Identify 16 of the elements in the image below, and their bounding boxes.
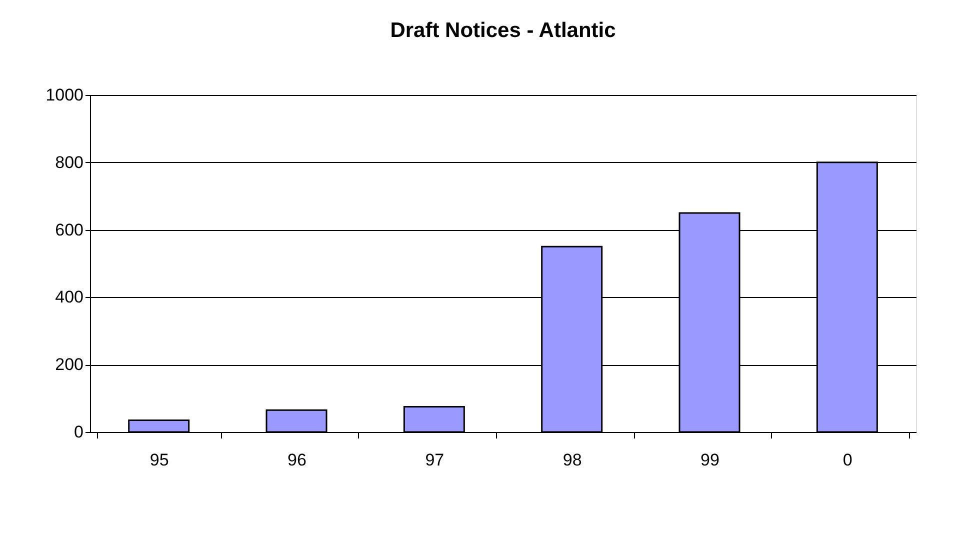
y-tick-label: 200 <box>55 355 84 374</box>
y-tick-label: 400 <box>55 288 84 307</box>
bar <box>128 419 190 433</box>
chart-title: Draft Notices - Atlantic <box>390 19 616 42</box>
x-tick-label: 99 <box>700 450 720 470</box>
x-tick-label: 98 <box>562 450 582 470</box>
y-tick-label: 600 <box>55 220 84 240</box>
y-tick-label: 800 <box>55 152 84 172</box>
bar <box>403 406 465 433</box>
x-tick-label: 96 <box>288 450 306 470</box>
x-tick-label: 0 <box>842 450 852 470</box>
y-tick-label: 0 <box>74 422 84 442</box>
x-tick-label: 95 <box>150 450 169 470</box>
bar <box>266 409 328 433</box>
x-tick-label: 97 <box>425 450 444 470</box>
y-tick-label: 1000 <box>46 86 84 104</box>
